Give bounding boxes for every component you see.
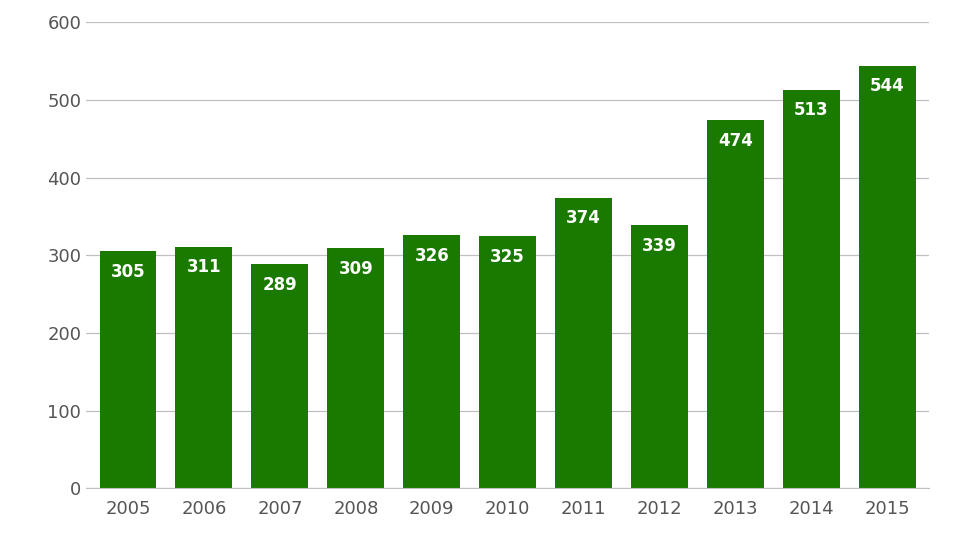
Text: 311: 311 [187, 259, 221, 276]
Text: 325: 325 [490, 248, 525, 265]
Bar [403, 235, 460, 488]
Bar [175, 247, 233, 488]
Bar [100, 251, 156, 488]
Bar [859, 65, 916, 488]
Bar [783, 90, 840, 488]
Text: 339: 339 [642, 236, 677, 255]
Text: 289: 289 [262, 275, 297, 294]
Bar [328, 248, 384, 488]
Bar [251, 264, 308, 488]
Text: 474: 474 [718, 132, 753, 150]
Text: 326: 326 [415, 247, 449, 265]
Text: 513: 513 [794, 102, 829, 119]
Bar [556, 198, 612, 488]
Text: 309: 309 [338, 260, 374, 278]
Bar [479, 236, 536, 488]
Text: 374: 374 [566, 209, 601, 228]
Text: 544: 544 [870, 77, 905, 95]
Bar [707, 120, 764, 488]
Bar [631, 225, 688, 488]
Text: 305: 305 [111, 263, 146, 281]
